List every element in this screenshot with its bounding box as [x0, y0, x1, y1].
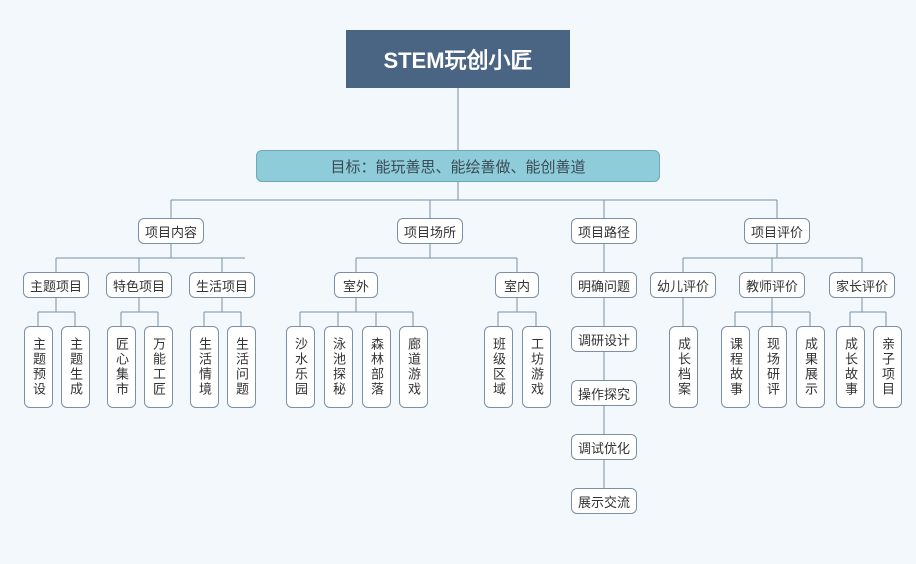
- l2-content: 项目内容: [138, 218, 204, 244]
- leaf-growth-file: 成长档案: [669, 326, 698, 408]
- leaf-market: 匠心集市: [107, 326, 136, 408]
- leaf-life-problem: 生活问题: [227, 326, 256, 408]
- leaf-theme-preset: 主题预设: [24, 326, 53, 408]
- l3-special: 特色项目: [106, 272, 172, 298]
- leaf-theme-generate: 主题生成: [61, 326, 90, 408]
- leaf-parent-child: 亲子项目: [873, 326, 902, 408]
- l3-path-step1: 明确问题: [571, 272, 637, 298]
- leaf-life-scene: 生活情境: [190, 326, 219, 408]
- l3-parent-eval: 家长评价: [829, 272, 895, 298]
- leaf-corridor: 廊道游戏: [399, 326, 428, 408]
- path-step-research: 调研设计: [571, 326, 637, 352]
- leaf-workshop: 工坊游戏: [522, 326, 551, 408]
- leaf-sand-water: 沙水乐园: [286, 326, 315, 408]
- path-step-tune: 调试优化: [571, 434, 637, 460]
- l3-teacher-eval: 教师评价: [739, 272, 805, 298]
- l3-indoor: 室内: [495, 272, 539, 298]
- leaf-craftsman: 万能工匠: [144, 326, 173, 408]
- l3-theme: 主题项目: [23, 272, 89, 298]
- leaf-pool: 泳池探秘: [324, 326, 353, 408]
- leaf-classroom: 班级区域: [484, 326, 513, 408]
- subtitle-node: 目标：能玩善思、能绘善做、能创善道: [256, 150, 660, 182]
- l3-outdoor: 室外: [334, 272, 378, 298]
- leaf-result-show: 成果展示: [796, 326, 825, 408]
- leaf-course-story: 课程故事: [721, 326, 750, 408]
- l2-place: 项目场所: [397, 218, 463, 244]
- leaf-forest: 森林部落: [362, 326, 391, 408]
- l2-pathway: 项目路径: [571, 218, 637, 244]
- path-step-present: 展示交流: [571, 488, 637, 514]
- l2-eval: 项目评价: [744, 218, 810, 244]
- leaf-onsite-review: 现场研评: [758, 326, 787, 408]
- l3-life: 生活项目: [189, 272, 255, 298]
- path-step-operate: 操作探究: [571, 380, 637, 406]
- l3-child-eval: 幼儿评价: [650, 272, 716, 298]
- root-node: STEM玩创小匠: [346, 30, 570, 88]
- leaf-growth-story: 成长故事: [836, 326, 865, 408]
